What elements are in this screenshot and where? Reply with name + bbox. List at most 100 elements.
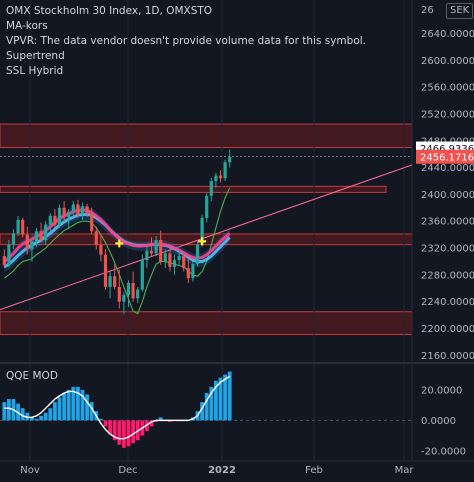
qqe-mod-label[interactable]: QQE MOD	[6, 370, 58, 382]
candle-body	[168, 253, 172, 267]
candle-body	[177, 256, 181, 261]
candle-body	[25, 234, 29, 250]
qqe-bar	[126, 420, 131, 447]
candle-body	[117, 286, 121, 302]
price-tick-label: 2160.0000	[421, 351, 474, 362]
price-tick-label: 2200.0000	[421, 324, 474, 335]
candle-body	[67, 211, 71, 218]
candle-body	[200, 217, 204, 245]
candle-body	[16, 219, 20, 234]
candle-body	[85, 206, 89, 214]
resistance-zone	[0, 233, 413, 246]
last-price-box	[416, 149, 474, 164]
candle-body	[126, 282, 131, 295]
candle-body	[80, 206, 85, 215]
candle-body	[214, 175, 218, 181]
candle-body	[195, 244, 200, 265]
indicator-ssl-hybrid[interactable]: SSL Hybrid	[6, 65, 64, 77]
qqe-bar	[99, 418, 103, 421]
qqe-bar	[168, 420, 172, 422]
qqe-tick-label: 0.0000	[421, 416, 456, 427]
candle-body	[34, 231, 39, 242]
candle-body	[99, 244, 103, 255]
qqe-bar	[149, 420, 154, 427]
qqe-bar	[30, 417, 34, 421]
resistance-zone	[0, 185, 387, 193]
qqe-bar	[108, 420, 112, 435]
last-price-label: 2456.1716	[420, 152, 474, 163]
qqe-bar	[62, 392, 66, 421]
candle-body	[103, 254, 108, 287]
qqe-bar	[223, 374, 227, 421]
price-tick-label: 2560.0000	[421, 83, 474, 94]
candle-body	[136, 289, 140, 299]
candle-body	[76, 204, 80, 215]
qqe-bar	[227, 371, 232, 421]
candle-body	[11, 233, 16, 245]
candle-body	[122, 294, 126, 302]
qqe-bar	[2, 402, 7, 421]
price-tick-label: 2640.0000	[421, 29, 474, 40]
qqe-bar	[71, 386, 76, 421]
qqe-bar	[214, 380, 218, 421]
trendline	[0, 164, 413, 311]
candle-body	[71, 204, 75, 212]
time-tick-label: Dec	[118, 465, 137, 476]
candle-body	[205, 195, 209, 218]
indicator-vpvr[interactable]: VPVR: The data vendor doesn't provide vo…	[6, 35, 367, 47]
qqe-bar	[43, 412, 48, 421]
qqe-layer	[0, 371, 412, 448]
last-price-label: 2466.9336	[420, 144, 474, 155]
qqe-bar	[112, 420, 117, 441]
price-tick-label: 2600.0000	[421, 56, 474, 67]
qqe-bar	[204, 392, 209, 421]
price-tick-label: 2280.0000	[421, 270, 474, 281]
qqe-bar	[154, 420, 158, 422]
candle-body	[223, 162, 227, 179]
candle-body	[191, 264, 195, 279]
candle-body	[94, 231, 98, 245]
price-axis[interactable]: 2160.0000 2200.0000 2240.0000 2280.0000 2320…	[416, 5, 474, 457]
qqe-bar	[80, 389, 85, 421]
qqe-bar	[7, 399, 11, 421]
resistance-zone	[0, 311, 413, 336]
time-tick-label: Feb	[305, 465, 323, 476]
candle-body	[2, 256, 6, 265]
qqe-bar	[158, 417, 163, 421]
currency-badge[interactable]: SEK	[446, 3, 474, 19]
candle-body	[163, 253, 167, 262]
candle-body	[57, 207, 62, 225]
resistance-zone	[0, 123, 413, 148]
candle-body	[53, 215, 57, 225]
candle-body	[90, 213, 94, 232]
price-tick-label: 2400.0000	[421, 190, 474, 201]
qqe-bar	[20, 408, 25, 421]
symbol-title[interactable]: OMX Stockholm 30 Index, 1D, OMXSTO	[6, 5, 213, 17]
qqe-tick-label: -20.0000	[421, 446, 466, 457]
candle-body	[159, 239, 163, 262]
candle-body	[39, 231, 43, 240]
qqe-bar	[66, 389, 71, 421]
price-tick-label: 2440.0000	[421, 163, 474, 174]
time-tick-label: Mar	[395, 465, 415, 476]
price-tick-label: 2520.0000	[421, 109, 474, 120]
price-tick-label: 2240.0000	[421, 297, 474, 308]
qqe-tick-label: 20.0000	[421, 385, 462, 396]
candle-body	[145, 250, 149, 261]
qqe-bar	[85, 394, 89, 421]
time-axis[interactable]: Nov Dec 2022 Feb Mar	[0, 460, 474, 476]
candle-body	[108, 276, 112, 287]
candle-body	[209, 181, 213, 196]
qqe-bar	[57, 397, 62, 421]
candle-body	[140, 260, 144, 290]
qqe-bar	[34, 418, 39, 421]
indicator-supertrend[interactable]: Supertrend	[6, 50, 65, 62]
price-tick-label: 26	[421, 5, 434, 16]
indicator-ma-kors[interactable]: MA-kors	[6, 20, 48, 32]
qqe-bar	[48, 408, 53, 421]
candle-body	[131, 282, 135, 299]
candle-body	[182, 256, 186, 269]
candle-body	[30, 241, 34, 250]
candle-body	[113, 276, 117, 287]
